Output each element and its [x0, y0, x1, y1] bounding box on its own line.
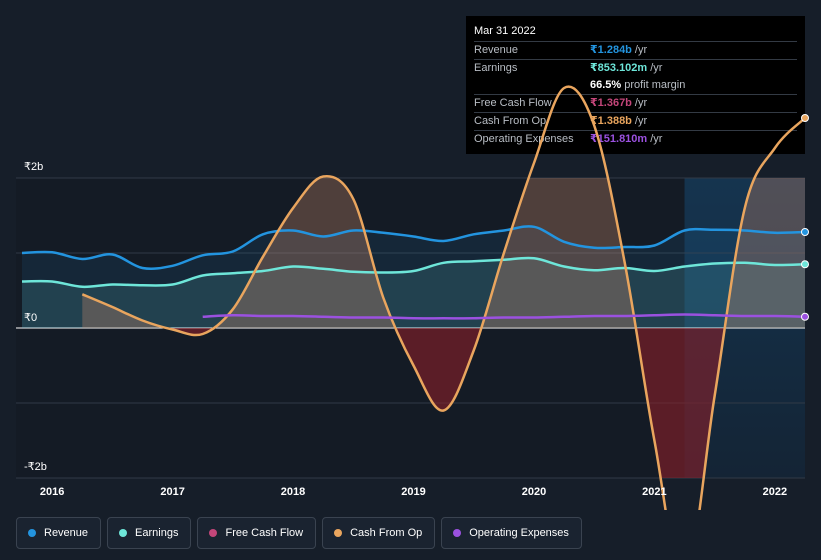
- x-tick-label: 2016: [40, 486, 64, 498]
- tooltip-unit: /yr: [650, 62, 663, 74]
- series-lines: [21, 85, 806, 510]
- tooltip-value: ₹853.102m: [590, 62, 648, 74]
- y-tick-label-zero: ₹0: [24, 312, 37, 324]
- tooltip-unit: /yr: [634, 115, 648, 127]
- tooltip-unit: /yr: [634, 44, 648, 56]
- tooltip-value: ₹151.810m: [590, 133, 648, 145]
- legend-dot-icon: [209, 529, 218, 537]
- chart-legend: Revenue Earnings Free Cash Flow Cash Fro…: [16, 517, 582, 549]
- financials-chart: ₹2b ₹0 -₹2b 2016 2017 2018 2019 2020 2021 2022: [16, 85, 809, 510]
- operating-expenses-line: [202, 313, 806, 320]
- tooltip-label: Revenue: [474, 44, 519, 56]
- y-tick-label-top: ₹2b: [24, 161, 43, 173]
- tooltip-row-earnings: Earnings ₹853.102m /yr: [474, 59, 797, 77]
- tooltip-row-revenue: Revenue ₹1.284b /yr: [474, 41, 797, 59]
- x-tick-label: 2017: [160, 486, 184, 498]
- tooltip-row-cash-from-op: Cash From Op ₹1.388b /yr: [474, 112, 797, 130]
- operating-expenses-end-marker: [801, 312, 809, 321]
- tooltip-label: Operating Expenses: [474, 133, 574, 145]
- legend-label: Earnings: [135, 527, 179, 539]
- x-tick-label: 2019: [401, 486, 425, 498]
- legend-label: Cash From Op: [350, 527, 423, 539]
- legend-label: Free Cash Flow: [225, 527, 304, 539]
- legend-item-revenue[interactable]: Revenue: [16, 517, 102, 549]
- legend-dot-icon: [119, 529, 128, 537]
- earnings-end-marker: [801, 260, 809, 269]
- revenue-end-marker: [801, 228, 809, 236]
- tooltip-label: Earnings: [474, 62, 518, 74]
- tooltip-value: ₹1.284b: [590, 44, 632, 56]
- tooltip-value: ₹1.388b: [590, 115, 632, 127]
- tooltip-unit: profit margin: [624, 79, 686, 91]
- tooltip-value: 66.5%: [590, 79, 622, 91]
- legend-label: Revenue: [44, 527, 89, 539]
- revenue-line: [21, 225, 806, 271]
- series-end-markers: [801, 114, 809, 321]
- x-tick-label: 2020: [522, 486, 546, 498]
- chart-tooltip: Mar 31 2022 Revenue ₹1.284b /yr Earnings…: [466, 16, 805, 154]
- legend-item-earnings[interactable]: Earnings: [107, 517, 192, 549]
- tooltip-row-free-cash-flow: Free Cash Flow ₹1.367b /yr: [474, 94, 797, 112]
- x-tick-label: 2022: [763, 486, 787, 498]
- legend-item-free-cash-flow[interactable]: Free Cash Flow: [197, 517, 317, 549]
- tooltip-row-profit-margin: 66.5% profit margin: [474, 77, 797, 94]
- legend-label: Operating Expenses: [469, 527, 569, 539]
- legend-item-cash-from-op[interactable]: Cash From Op: [322, 517, 436, 549]
- tooltip-label: Free Cash Flow: [474, 97, 552, 109]
- legend-dot-icon: [453, 529, 462, 537]
- tooltip-value: ₹1.367b: [590, 97, 632, 109]
- tooltip-label: Cash From Op: [474, 115, 547, 127]
- tooltip-row-operating-expenses: Operating Expenses ₹151.810m /yr: [474, 130, 797, 148]
- legend-dot-icon: [28, 529, 36, 537]
- cash-from-op-area-positive: [82, 178, 805, 328]
- legend-item-operating-expenses[interactable]: Operating Expenses: [441, 517, 582, 549]
- x-tick-label: 2018: [281, 486, 305, 498]
- tooltip-unit: /yr: [634, 97, 648, 109]
- earnings-area: [22, 257, 805, 328]
- tooltip-date: Mar 31 2022: [474, 25, 536, 37]
- y-tick-label-bottom: -₹2b: [24, 461, 47, 473]
- cash-from-op-area-negative: [82, 328, 805, 478]
- cash-from-op-end-marker: [801, 114, 809, 122]
- revenue-area: [22, 226, 805, 328]
- y-axis-labels: ₹2b ₹0 -₹2b: [24, 161, 47, 473]
- x-tick-label: 2021: [642, 486, 666, 498]
- earnings-line: [21, 256, 806, 289]
- legend-dot-icon: [334, 529, 343, 537]
- series-areas: [22, 178, 805, 478]
- tooltip-unit: /yr: [650, 133, 663, 145]
- x-axis-labels: 2016 2017 2018 2019 2020 2021 2022: [40, 486, 787, 498]
